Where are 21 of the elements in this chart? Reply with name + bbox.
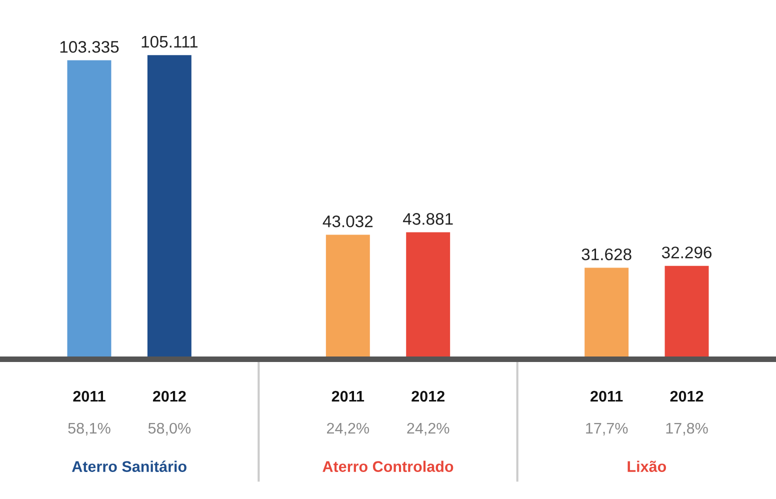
text: 2011	[73, 390, 106, 402]
text: 58,1%	[68, 422, 110, 436]
text: 58,0%	[148, 422, 191, 436]
data-label: 43.881	[402, 213, 453, 225]
x-tick-label: Lixão	[628, 460, 666, 472]
text: 2011	[332, 390, 364, 402]
text: 2012	[670, 390, 704, 402]
text: 2012	[152, 390, 186, 402]
text: 24,2%	[407, 422, 450, 436]
data-label: 32.296	[662, 246, 712, 258]
text: 17,8%	[666, 422, 708, 436]
text: 17,7%	[586, 422, 628, 436]
x-tick-label: Aterro Sanitário	[72, 460, 186, 472]
data-label: 31.628	[582, 248, 632, 260]
text: 2011	[590, 390, 623, 402]
data-label: 43.032	[322, 216, 373, 228]
text: 2012	[412, 390, 444, 402]
data-label: 105.111	[142, 36, 198, 48]
x-tick-label: Aterro Controlado	[322, 460, 454, 472]
text: 24,2%	[327, 422, 370, 436]
data-label: 103.335	[60, 41, 119, 53]
